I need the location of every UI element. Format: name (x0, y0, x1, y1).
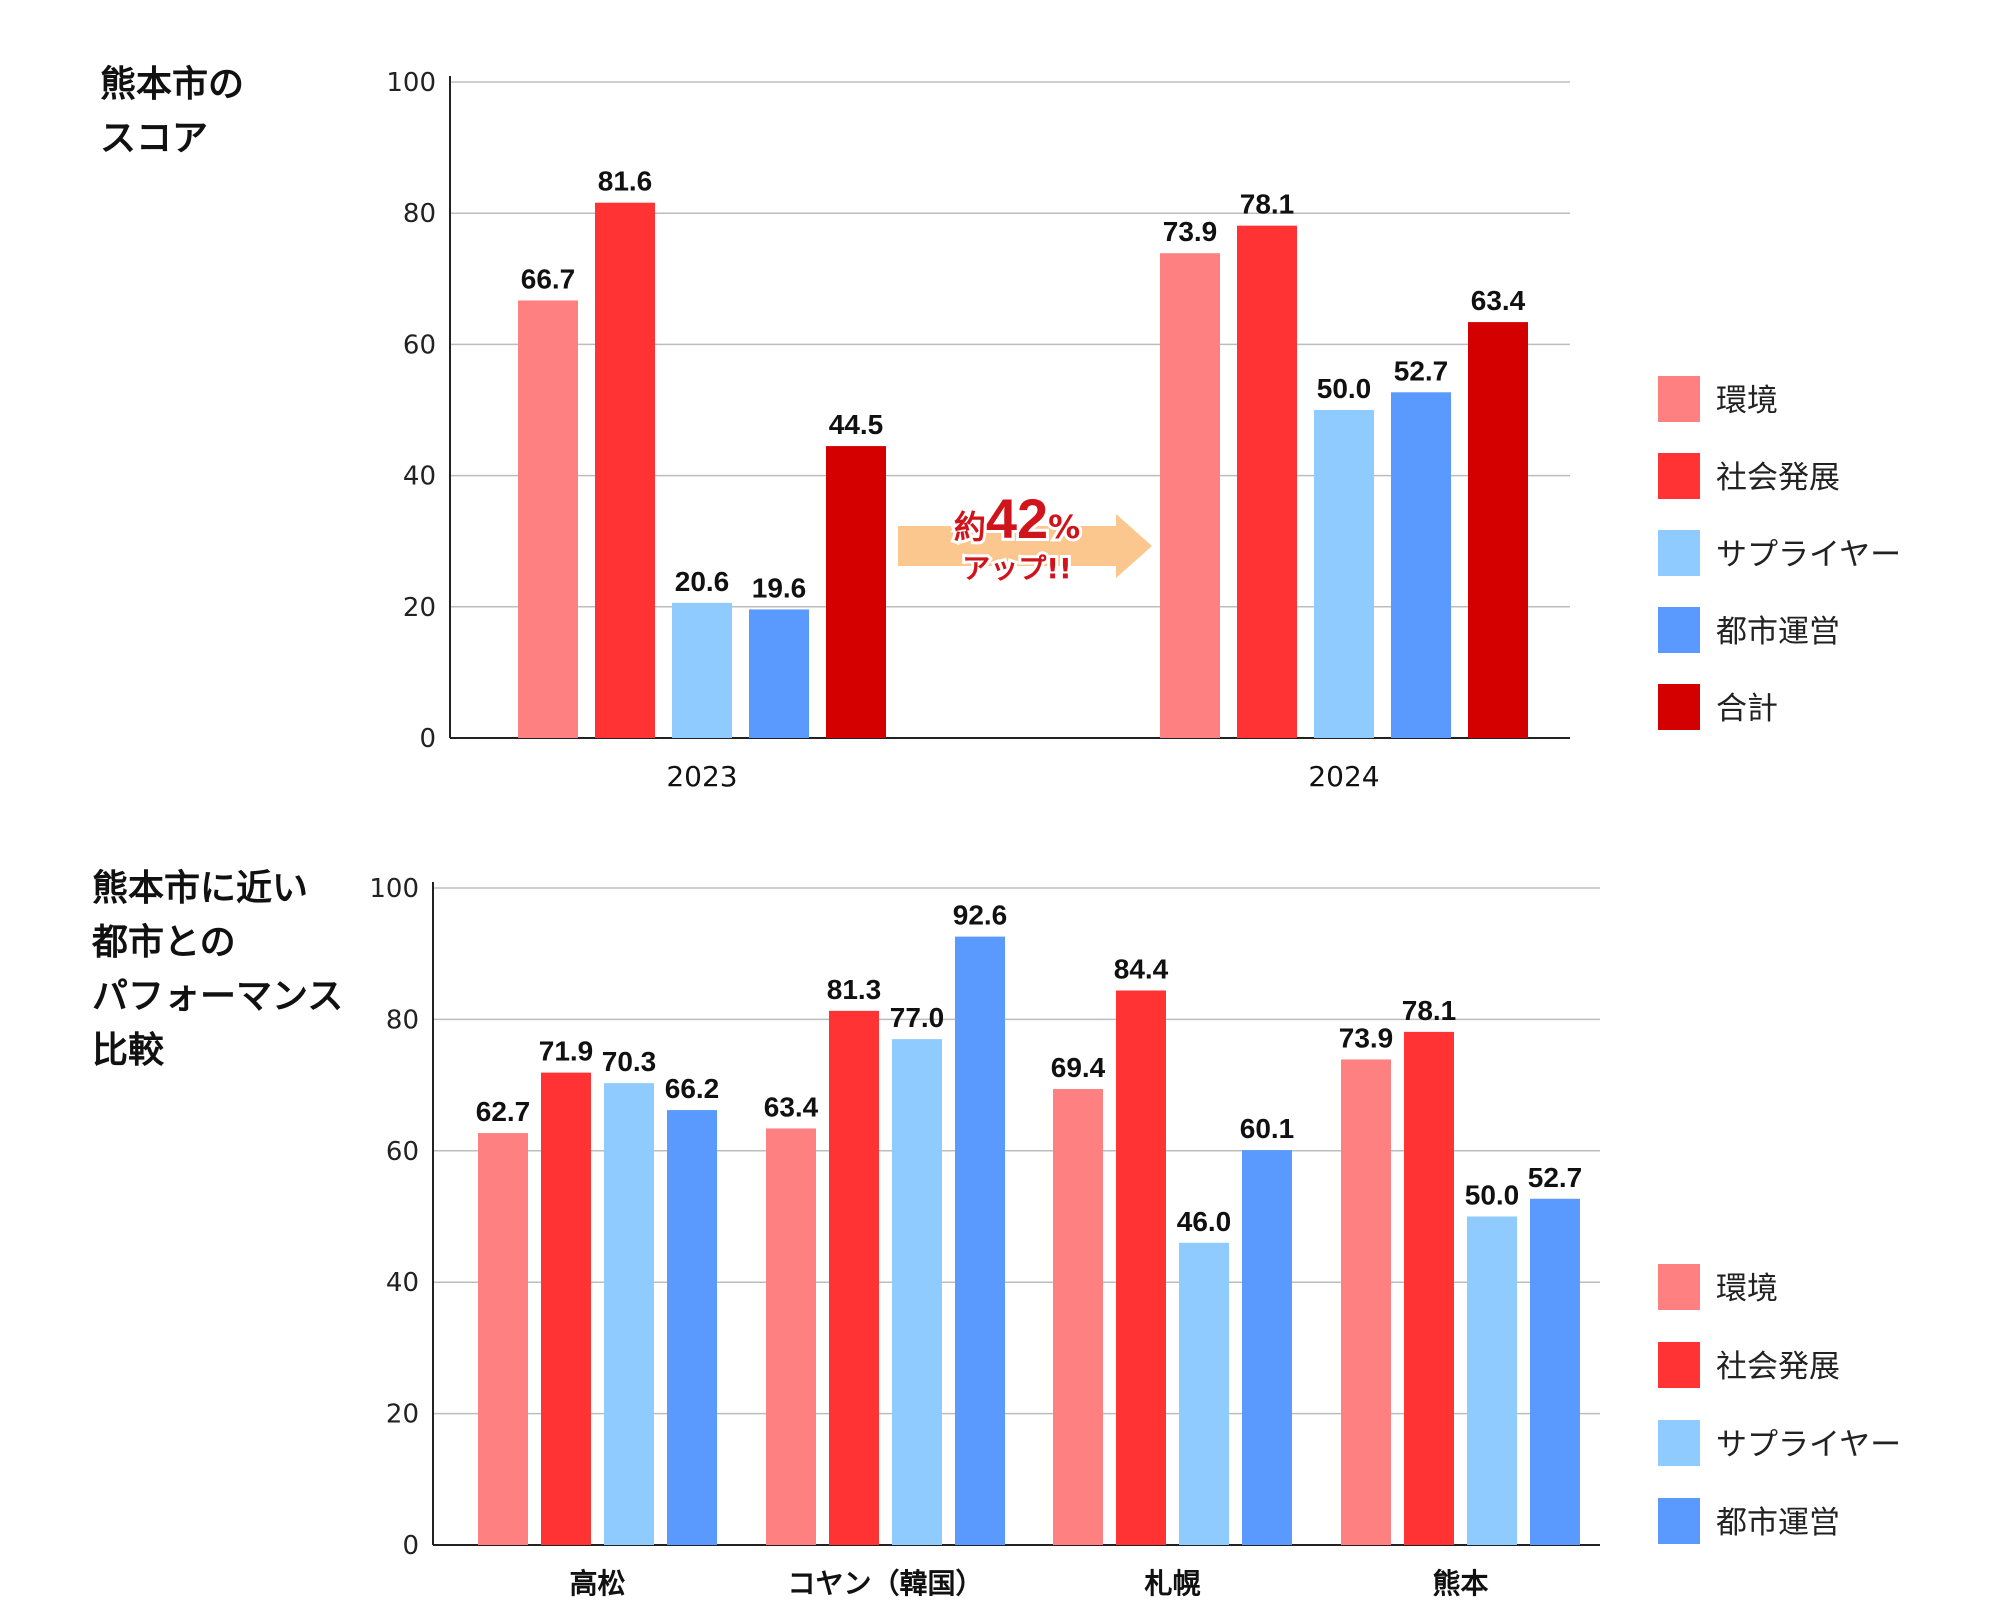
chart2-bar-x-0 (478, 1133, 528, 1545)
chart2-value-label-x-1: 71.9 (539, 1036, 594, 1067)
chart2-category-label-0: 高松 (569, 1567, 625, 1600)
chart2-value-label-x-0: 62.7 (476, 1096, 531, 1127)
chart1-value-label-2023-2: 20.6 (675, 566, 730, 597)
chart2-bar-x-0 (766, 1128, 816, 1545)
chart1-value-label-2023-3: 19.6 (752, 572, 807, 603)
chart2-bar-x-1 (829, 1010, 879, 1545)
chart1-category-label-1: 2024 (1308, 760, 1379, 793)
chart1-ytick-100: 100 (386, 68, 436, 98)
chart1-bar-2023-1 (595, 202, 655, 739)
increase-arrow: 約42%アップ!! (898, 484, 1152, 588)
chart2-bar-x-3 (1242, 1150, 1292, 1545)
chart2-value-label-x-3: 66.2 (665, 1073, 720, 1104)
chart2-legend-label-3: 都市運営 (1716, 1505, 1840, 1541)
chart2-value-label-x-2: 50.0 (1465, 1180, 1520, 1211)
chart1-category-label-0: 2023 (666, 760, 737, 793)
chart1-value-label-2023-4: 44.5 (829, 409, 884, 440)
chart2-value-label-x-0: 69.4 (1051, 1052, 1106, 1083)
chart1-value-label-2024-0: 73.9 (1163, 216, 1218, 247)
chart2-category-label-3: 熊本 (1432, 1567, 1488, 1600)
chart2-value-label-x-0: 73.9 (1339, 1022, 1394, 1053)
arrow-suffix-label: アップ!! (962, 552, 1072, 585)
chart2-ytick-40: 40 (386, 1268, 419, 1298)
chart2-bar-x-1 (541, 1072, 591, 1545)
chart1-bar-2024-1 (1237, 225, 1297, 738)
arrow-shape (898, 514, 1152, 578)
chart1-bar-2023-2 (672, 602, 732, 738)
chart1-bar-2023-0 (518, 300, 578, 738)
chart2-bar-x-2 (1179, 1242, 1229, 1545)
chart1-title: 熊本市の スコア (100, 64, 245, 159)
chart2-value-label-x-3: 60.1 (1240, 1113, 1295, 1144)
chart2-bar-x-0 (1341, 1059, 1391, 1545)
chart1-ytick-80: 80 (403, 199, 436, 229)
chart2-value-label-x-2: 46.0 (1177, 1206, 1232, 1237)
chart2-bar-x-2 (892, 1039, 942, 1545)
chart2-value-label-x-3: 92.6 (953, 900, 1008, 931)
chart2-ytick-20: 20 (386, 1400, 419, 1430)
chart2-value-label-x-1: 81.3 (827, 974, 882, 1005)
chart1-legend-label-4: 合計 (1716, 691, 1778, 727)
chart1-legend-label-2: サプライヤー (1716, 537, 1901, 573)
chart1-ytick-0: 0 (419, 724, 436, 754)
chart1-legend-swatch-2 (1658, 530, 1700, 576)
chart1-bar-2024-3 (1391, 392, 1451, 738)
chart2-bar-x-1 (1404, 1031, 1454, 1545)
chart1-value-label-2024-4: 63.4 (1471, 285, 1526, 316)
chart1-legend-swatch-1 (1658, 453, 1700, 499)
chart2-bar-x-1 (1116, 990, 1166, 1545)
chart1-ytick-20: 20 (403, 593, 436, 623)
chart2-value-label-x-1: 84.4 (1114, 953, 1169, 984)
chart1-value-label-2023-0: 66.7 (521, 263, 576, 294)
chart2-title: 熊本市に近い 都市との パフォーマンス 比較 (92, 868, 344, 1071)
chart1-value-label-2024-3: 52.7 (1394, 355, 1449, 386)
chart2-bar-x-3 (667, 1110, 717, 1545)
chart1-value-label-2024-1: 78.1 (1240, 189, 1295, 220)
chart1-legend-label-0: 環境 (1716, 383, 1778, 419)
chart1-ytick-60: 60 (403, 330, 436, 360)
chart2-bar-x-3 (955, 936, 1005, 1545)
chart2-ytick-0: 0 (402, 1531, 419, 1561)
chart2-legend-label-2: サプライヤー (1716, 1427, 1901, 1463)
chart2-ytick-60: 60 (386, 1137, 419, 1167)
chart1-legend-swatch-4 (1658, 684, 1700, 730)
chart2-ytick-80: 80 (386, 1005, 419, 1035)
chart2-value-label-x-2: 77.0 (890, 1002, 945, 1033)
chart2-legend-label-0: 環境 (1716, 1271, 1778, 1307)
chart2-legend-label-1: 社会発展 (1716, 1349, 1840, 1385)
chart2-value-label-x-3: 52.7 (1528, 1162, 1583, 1193)
chart2-category-label-1: コヤン（韓国） (787, 1567, 983, 1600)
chart2-bar-x-3 (1530, 1198, 1580, 1545)
chart2-category-label-2: 札幌 (1144, 1567, 1200, 1600)
chart2-legend-swatch-1 (1658, 1342, 1700, 1388)
chart2-bar-x-2 (1467, 1216, 1517, 1545)
chart2-legend-swatch-2 (1658, 1420, 1700, 1466)
chart2-value-label-x-2: 70.3 (602, 1046, 657, 1077)
chart2-bar-x-2 (604, 1083, 654, 1545)
arrow-percent-label: 約42% (954, 487, 1080, 550)
chart2-legend-swatch-3 (1658, 1498, 1700, 1544)
chart1-value-label-2024-2: 50.0 (1317, 373, 1372, 404)
chart2-value-label-x-0: 63.4 (764, 1091, 819, 1122)
chart1-bar-2024-2 (1314, 410, 1374, 738)
chart1-bar-2024-4 (1468, 322, 1528, 738)
chart1-legend-label-1: 社会発展 (1716, 460, 1840, 496)
chart2-ytick-100: 100 (369, 874, 419, 904)
chart1-ytick-40: 40 (403, 462, 436, 492)
chart2-value-label-x-1: 78.1 (1402, 995, 1457, 1026)
chart1-value-label-2023-1: 81.6 (598, 166, 653, 197)
chart1-legend-label-3: 都市運営 (1716, 614, 1840, 650)
chart1-legend-swatch-3 (1658, 607, 1700, 653)
chart2-bar-x-0 (1053, 1089, 1103, 1545)
chart1-bar-2023-4 (826, 446, 886, 738)
chart1-bar-2023-3 (749, 609, 809, 738)
chart1-bar-2024-0 (1160, 253, 1220, 738)
chart2-legend-swatch-0 (1658, 1264, 1700, 1310)
chart1-legend-swatch-0 (1658, 376, 1700, 422)
